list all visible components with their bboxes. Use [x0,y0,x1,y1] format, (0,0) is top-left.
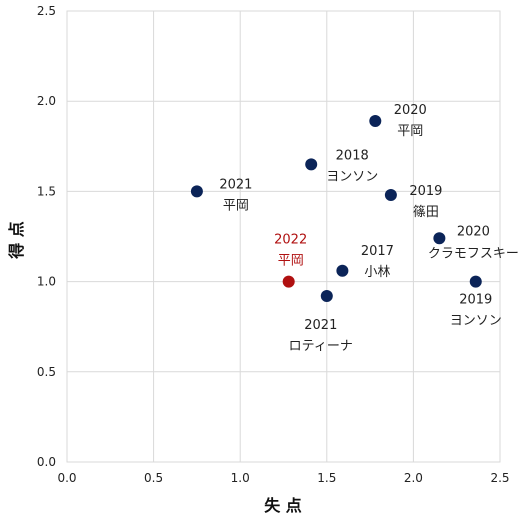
plot-frame [66,10,501,463]
data-labels: 2021 平岡 2018 ヨンソン 2020 平岡 2019 篠田 2020 クラモフスキー 201… [219,103,519,354]
point-name-label: 平岡 [223,198,249,213]
y-tick-label: 0.5 [37,365,56,379]
x-tick-label: 0.5 [144,471,163,485]
data-points [190,115,482,303]
y-axis-ticks: 0.0 0.5 1.0 1.5 2.0 2.5 [37,4,56,469]
data-point [305,158,318,171]
point-year-label: 2020 [394,103,427,118]
point-year-label: 2017 [361,244,394,259]
x-tick-label: 1.0 [231,471,250,485]
point-year-label: 2021 [304,318,337,333]
y-tick-label: 1.5 [37,184,56,198]
y-tick-label: 0.0 [37,455,56,469]
point-name-label: ロティーナ [289,339,353,354]
point-name-label: 平岡 [278,254,304,269]
y-tick-label: 2.5 [37,4,56,18]
data-point [369,115,382,128]
x-tick-label: 2.0 [404,471,423,485]
point-year-label: 2020 [457,224,490,239]
point-name-label: クラモフスキー [428,246,519,261]
data-point [384,189,397,202]
x-tick-label: 0.0 [57,471,76,485]
x-tick-label: 1.5 [317,471,336,485]
point-year-label: 2018 [336,148,369,163]
y-axis-title: 得 点 [7,221,26,260]
point-name-label: 平岡 [397,124,423,139]
point-year-label: 2019 [409,184,442,199]
point-name-label: ヨンソン [326,169,378,184]
grid-lines [66,10,501,463]
point-year-label: 2019 [459,293,492,308]
data-point [190,185,203,198]
point-year-label: 2022 [274,233,307,248]
data-point [469,275,482,288]
data-point [336,264,349,277]
x-axis-title: 失 点 [264,496,302,515]
y-tick-label: 1.0 [37,275,56,289]
x-axis-ticks: 0.0 0.5 1.0 1.5 2.0 2.5 [57,471,509,485]
y-tick-label: 2.0 [37,94,56,108]
data-point [433,232,446,245]
point-name-label: ヨンソン [450,314,502,329]
point-name-label: 小林 [364,265,390,280]
data-point [320,290,333,303]
point-year-label: 2021 [219,177,252,192]
highlight-data-point [282,275,295,288]
x-tick-label: 2.5 [490,471,509,485]
point-name-label: 篠田 [413,205,439,220]
